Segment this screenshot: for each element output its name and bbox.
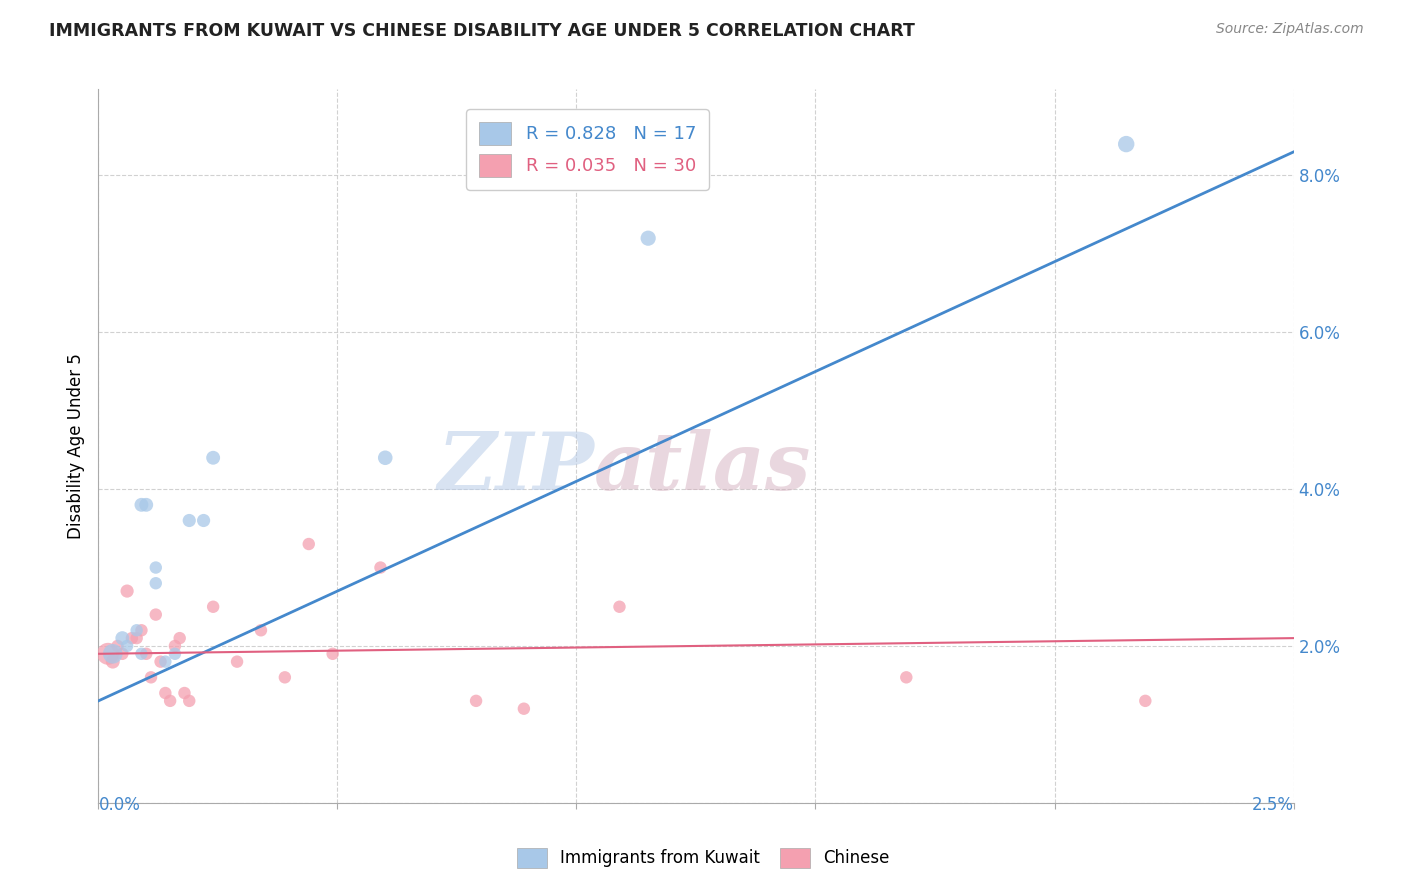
Point — [101, 655, 124, 669]
Text: IMMIGRANTS FROM KUWAIT VS CHINESE DISABILITY AGE UNDER 5 CORRELATION CHART: IMMIGRANTS FROM KUWAIT VS CHINESE DISABI… — [49, 22, 915, 40]
Point — [322, 647, 344, 661]
Point — [1135, 694, 1157, 708]
Point — [274, 670, 297, 684]
Point — [115, 584, 138, 599]
Text: 2.5%: 2.5% — [1251, 797, 1294, 814]
Point — [513, 702, 536, 716]
Point — [173, 686, 195, 700]
Text: ZIP: ZIP — [437, 429, 595, 506]
Point — [155, 655, 177, 669]
Text: atlas: atlas — [595, 429, 811, 506]
Point — [145, 560, 167, 574]
Point — [896, 670, 918, 684]
Point — [131, 498, 153, 512]
Point — [111, 631, 134, 645]
Point — [169, 631, 191, 645]
Point — [131, 647, 153, 661]
Point — [637, 231, 659, 245]
Text: Source: ZipAtlas.com: Source: ZipAtlas.com — [1216, 22, 1364, 37]
Point — [374, 450, 396, 465]
Point — [135, 498, 157, 512]
Legend: Immigrants from Kuwait, Chinese: Immigrants from Kuwait, Chinese — [510, 841, 896, 875]
Point — [163, 639, 186, 653]
Point — [179, 514, 201, 528]
Point — [101, 647, 124, 661]
Point — [115, 639, 138, 653]
Point — [202, 599, 225, 614]
Point — [125, 624, 148, 638]
Point — [125, 631, 148, 645]
Point — [1115, 137, 1137, 152]
Point — [298, 537, 321, 551]
Point — [107, 639, 129, 653]
Text: 0.0%: 0.0% — [98, 797, 141, 814]
Point — [163, 647, 186, 661]
Point — [97, 647, 120, 661]
Point — [370, 560, 392, 574]
Point — [135, 647, 157, 661]
Point — [465, 694, 488, 708]
Point — [121, 631, 143, 645]
Point — [202, 450, 225, 465]
Point — [149, 655, 172, 669]
Point — [111, 647, 134, 661]
Point — [193, 514, 215, 528]
Point — [139, 670, 162, 684]
Point — [131, 624, 153, 638]
Point — [155, 686, 177, 700]
Y-axis label: Disability Age Under 5: Disability Age Under 5 — [66, 353, 84, 539]
Point — [159, 694, 181, 708]
Point — [250, 624, 273, 638]
Legend: R = 0.828   N = 17, R = 0.035   N = 30: R = 0.828 N = 17, R = 0.035 N = 30 — [465, 109, 709, 190]
Point — [226, 655, 249, 669]
Point — [145, 607, 167, 622]
Point — [145, 576, 167, 591]
Point — [179, 694, 201, 708]
Point — [609, 599, 631, 614]
